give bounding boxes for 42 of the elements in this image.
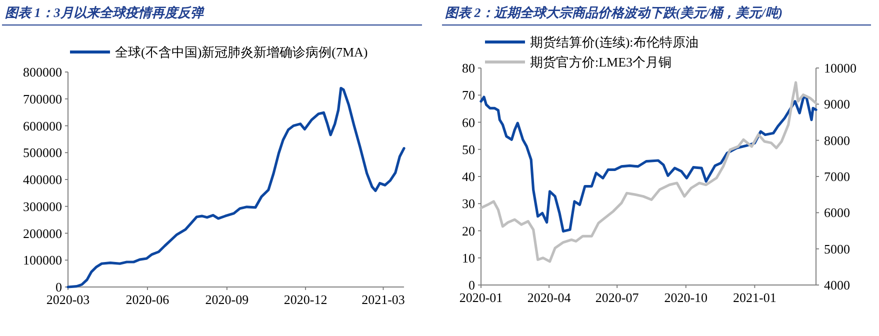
y-tick-label: 200000 xyxy=(23,226,62,241)
x-tick-label: 2021-03 xyxy=(362,292,405,307)
y2-tick-label: 10000 xyxy=(824,60,856,76)
legend-label: 期货结算价(连续):布伦特原油 xyxy=(530,34,698,50)
chart-title: 图表 2：近期全球大宗商品价格波动下跌(美元/桶，美元/吨) xyxy=(445,5,783,20)
y-tick-label: 100000 xyxy=(23,252,62,268)
legend-label: 全球(不含中国)新冠肺炎新增确诊病例(7MA) xyxy=(115,44,368,60)
y-tick-label: 500000 xyxy=(23,145,62,160)
y-tick-label: 400000 xyxy=(23,172,62,187)
y2-tick-label: 4000 xyxy=(824,278,850,292)
x-tick-label: 2020-04 xyxy=(527,290,572,305)
x-tick-label: 2020-09 xyxy=(205,292,249,307)
y2-tick-label: 5000 xyxy=(824,241,850,256)
y-tick-label: 800000 xyxy=(23,64,62,80)
x-tick-label: 2020-10 xyxy=(664,290,708,305)
x-tick-label: 2020-12 xyxy=(284,292,328,307)
line-series xyxy=(480,95,818,233)
y-tick-label: 0 xyxy=(56,280,62,294)
x-tick-label: 2020-06 xyxy=(126,292,170,307)
y-tick-label: 80 xyxy=(462,60,475,76)
x-tick-label: 2020-01 xyxy=(459,290,503,305)
y-tick-label: 300000 xyxy=(23,198,62,214)
y2-tick-label: 7000 xyxy=(824,169,850,184)
y2-tick-label: 6000 xyxy=(824,205,850,220)
y2-tick-label: 9000 xyxy=(824,96,850,112)
y2-tick-label: 8000 xyxy=(824,132,850,148)
y-tick-label: 0 xyxy=(468,278,475,292)
x-tick-label: 2020-07 xyxy=(595,290,640,305)
y-tick-label: 600000 xyxy=(23,118,62,134)
y-tick-label: 30 xyxy=(462,196,475,212)
y-tick-label: 70 xyxy=(462,88,475,103)
x-tick-label: 2021-01 xyxy=(733,290,776,305)
y-tick-label: 20 xyxy=(462,223,475,238)
y-tick-label: 50 xyxy=(462,142,475,157)
y-tick-label: 60 xyxy=(462,114,475,130)
legend-label: 期货官方价:LME3个月铜 xyxy=(530,54,672,70)
x-tick-label: 2020-03 xyxy=(46,292,90,307)
y-tick-label: 40 xyxy=(462,169,475,184)
chart-title: 图表 1：3月以来全球疫情再度反弹 xyxy=(5,5,204,20)
line-series xyxy=(480,81,818,263)
y-tick-label: 10 xyxy=(462,250,475,266)
y-tick-label: 700000 xyxy=(23,91,62,106)
